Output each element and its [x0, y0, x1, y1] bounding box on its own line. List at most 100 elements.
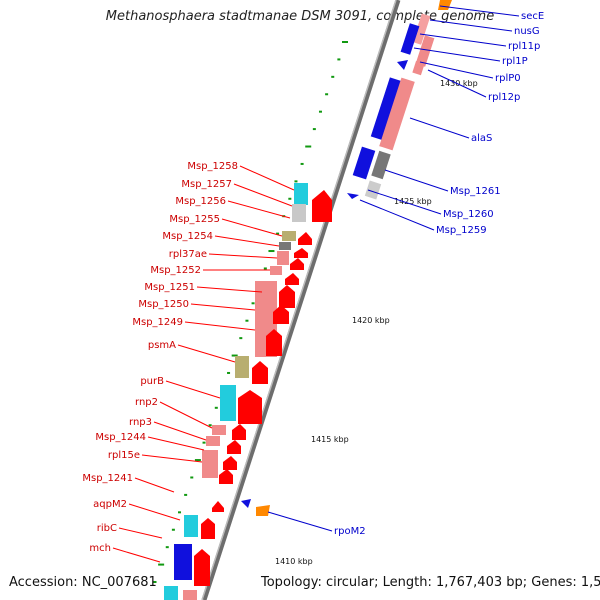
leader-line [239, 165, 295, 191]
scale-label: 1420 kbp [352, 316, 390, 325]
gene-label[interactable]: aqpM2 [93, 499, 127, 510]
gene-block [352, 146, 376, 180]
kbp-tick [337, 58, 341, 61]
gene-block [371, 150, 391, 180]
gene-block [206, 436, 220, 446]
gene-block [282, 231, 296, 241]
kbp-tick [184, 493, 188, 496]
gene-label[interactable]: Msp_1249 [132, 317, 183, 328]
gene-arrow [227, 440, 241, 454]
gene-label[interactable]: rpoM2 [334, 526, 366, 537]
scale-label: 1430 kbp [440, 79, 478, 88]
gene-label[interactable]: rnp3 [129, 417, 152, 428]
gene-label[interactable]: mch [89, 543, 111, 554]
leader-line [359, 199, 435, 231]
kbp-tick [251, 302, 255, 305]
gene-features [164, 0, 452, 600]
gene-block [364, 180, 382, 200]
gene-label[interactable]: alaS [471, 133, 492, 144]
kbp-tick [300, 162, 304, 165]
gene-label[interactable]: Msp_1241 [82, 473, 133, 484]
kbp-tick [165, 546, 169, 549]
leader-line [227, 200, 291, 219]
leader-line [427, 69, 487, 98]
gene-label[interactable]: secE [521, 11, 544, 22]
gene-label[interactable]: Msp_1244 [95, 432, 146, 443]
gene-block [294, 183, 308, 205]
kbp-tick [178, 511, 182, 514]
gene-label[interactable]: Msp_1255 [169, 214, 220, 225]
gene-label[interactable]: rpl37ae [169, 249, 207, 260]
kbp-tick [276, 232, 280, 235]
kbp-tick [245, 319, 249, 322]
gene-label[interactable]: Msp_1259 [436, 225, 487, 236]
gene-label[interactable]: psmA [148, 340, 176, 351]
kbp-tick [305, 145, 312, 148]
accession-line: Accession: NC_007681 [9, 575, 157, 590]
gene-label[interactable]: nusG [514, 26, 540, 37]
leader-line [196, 286, 263, 293]
gene-arrow [212, 501, 224, 512]
gene-arrow [273, 305, 289, 324]
scale-label: 1410 kbp [275, 557, 313, 566]
leader-line [141, 454, 203, 463]
gene-arrow [279, 285, 295, 308]
gene-arrow [219, 469, 233, 484]
map-title: Methanosphaera stadtmanae DSM 3091, comp… [105, 9, 495, 24]
gene-block [400, 23, 420, 55]
gene-label[interactable]: Msp_1252 [150, 265, 201, 276]
leader-line [190, 303, 256, 311]
gene-label[interactable]: rnp2 [135, 397, 158, 408]
kbp-tick [312, 128, 316, 131]
leader-line [153, 421, 207, 441]
gene-label[interactable]: Msp_1250 [138, 299, 189, 310]
gene-label[interactable]: ribC [97, 523, 117, 534]
scale-labels: 1430 kbp 1425 kbp 1420 kbp 1415 kbp 1410… [275, 79, 478, 566]
gene-block [412, 13, 431, 45]
gene-label[interactable]: Msp_1256 [175, 196, 226, 207]
gene-label[interactable]: Msp_1257 [181, 179, 232, 190]
gene-label[interactable]: rplP0 [495, 73, 521, 84]
kbp-tick [194, 459, 201, 462]
leader-line [267, 511, 333, 532]
gene-label[interactable]: rpl12p [488, 92, 520, 103]
kbp-tick [268, 250, 275, 253]
kbp-tick [294, 180, 298, 183]
gene-label[interactable]: Msp_1261 [450, 186, 501, 197]
gene-block [183, 590, 197, 600]
gene-block [202, 450, 218, 478]
gene-label[interactable]: Msp_1260 [443, 209, 494, 220]
leader-line [128, 503, 181, 521]
gene-label[interactable]: Msp_1254 [162, 231, 213, 242]
gene-label[interactable]: purB [140, 376, 164, 387]
gene-arrow [256, 505, 270, 516]
kbp-tick [331, 75, 335, 78]
gene-arrow [294, 248, 308, 258]
left-gene-labels: Msp_1258 Msp_1257 Msp_1256 Msp_1255 Msp_… [82, 161, 238, 554]
gene-block [235, 356, 249, 378]
leader-line [413, 47, 501, 62]
leader-line [177, 344, 236, 363]
gene-block [184, 515, 198, 537]
kbp-tick [190, 476, 194, 479]
kbp-tick [342, 41, 348, 43]
gene-block [212, 425, 226, 435]
kbp-tick [227, 371, 231, 374]
gene-label[interactable]: rpl15e [108, 450, 140, 461]
gene-arrow [347, 193, 359, 199]
leader-lines [112, 5, 520, 563]
gene-arrow [290, 258, 304, 270]
gene-arrow [223, 456, 237, 470]
gene-label[interactable]: rpl11p [508, 41, 540, 52]
gene-label[interactable]: Msp_1251 [144, 282, 195, 293]
topology-line: Topology: circular; Length: 1,767,403 bp… [261, 575, 600, 590]
kbp-tick [171, 528, 175, 531]
leader-line [208, 253, 278, 259]
gene-block [277, 251, 289, 265]
gene-label[interactable]: rpl1P [502, 56, 528, 67]
gene-label[interactable]: Msp_1258 [187, 161, 238, 172]
gene-block [174, 544, 192, 580]
gene-arrow [285, 273, 299, 285]
leader-line [118, 527, 163, 539]
leader-line [429, 19, 513, 32]
